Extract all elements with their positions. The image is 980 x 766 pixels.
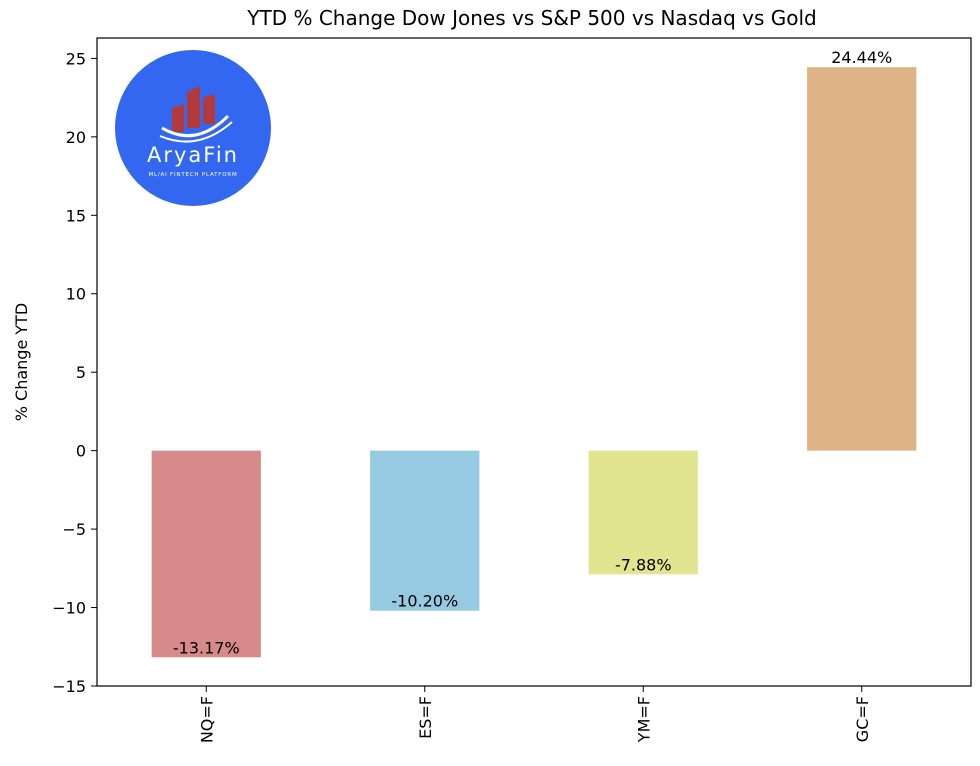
logo-tagline: ML/AI FINTECH PLATFORM [148, 172, 237, 178]
bar-nq-f [151, 450, 261, 658]
y-tick-label: 0 [76, 442, 86, 461]
y-tick-label: 5 [76, 363, 86, 382]
x-tick-label: GC=F [853, 696, 872, 742]
data-label: -7.88% [615, 555, 672, 574]
y-axis-label: % Change YTD [12, 303, 31, 422]
y-tick-label: −5 [62, 520, 86, 539]
data-label: -13.17% [173, 638, 240, 657]
y-tick-label: −10 [52, 599, 86, 618]
x-tick-label: YM=F [634, 696, 653, 743]
bar-gc-f [807, 67, 917, 451]
y-tick-label: 15 [66, 206, 86, 225]
data-label: 24.44% [831, 48, 892, 67]
x-tick-label: ES=F [416, 696, 435, 739]
plot-frame [96, 37, 972, 687]
y-tick-label: −15 [52, 677, 86, 696]
aryafin-logo: AryaFin ML/AI FINTECH PLATFORM [115, 50, 271, 206]
logo-swoosh-icon [161, 114, 230, 138]
logo-name: AryaFin [147, 143, 239, 167]
logo-bars-icon [159, 86, 233, 143]
x-tick-label: NQ=F [197, 696, 216, 743]
y-tick-label: 25 [66, 49, 86, 68]
plot-area: -13.17% NQ=F -10.20% ES=F -7.88% YM=F 24.44% GC… [52, 37, 972, 743]
chart-title: YTD % Change Dow Jones vs S&P 500 vs Nas… [246, 6, 816, 30]
data-label: -10.20% [391, 592, 458, 611]
bar-es-f [370, 450, 480, 611]
bar-ym-f [588, 450, 698, 575]
y-tick-label: 20 [66, 128, 86, 147]
y-tick-label: 10 [66, 285, 86, 304]
